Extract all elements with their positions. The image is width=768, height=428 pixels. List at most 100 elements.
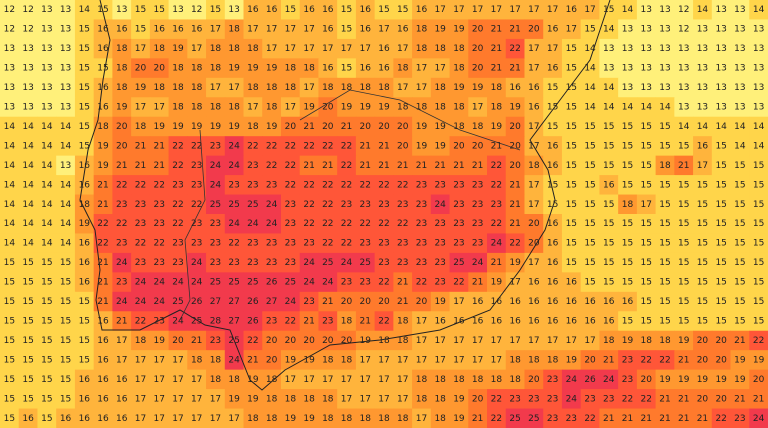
temperature-cell bbox=[636, 19, 657, 40]
temperature-cell bbox=[449, 369, 469, 390]
temperature-value: 16 bbox=[22, 414, 34, 424]
temperature-cell bbox=[318, 136, 338, 157]
temperature-cell bbox=[168, 77, 188, 98]
temperature-cell bbox=[674, 389, 694, 410]
temperature-value: 24 bbox=[228, 141, 240, 151]
temperature-value: 15 bbox=[641, 180, 652, 190]
temperature-value: 17 bbox=[528, 141, 539, 151]
temperature-cell bbox=[468, 272, 488, 293]
temperature-value: 19 bbox=[247, 394, 259, 404]
temperature-cell bbox=[543, 389, 563, 410]
temperature-value: 23 bbox=[266, 317, 277, 327]
temperature-value: 15 bbox=[135, 25, 146, 35]
temperature-cell bbox=[468, 291, 488, 312]
temperature-value: 20 bbox=[172, 336, 184, 346]
temperature-value: 15 bbox=[547, 180, 558, 190]
temperature-value: 24 bbox=[566, 375, 578, 385]
temperature-cell bbox=[561, 330, 582, 351]
temperature-cell bbox=[693, 350, 713, 371]
temperature-cell bbox=[262, 369, 282, 390]
temperature-cell bbox=[93, 175, 113, 196]
temperature-cell bbox=[280, 116, 301, 137]
temperature-cell bbox=[224, 19, 245, 40]
temperature-cell bbox=[449, 291, 469, 312]
temperature-value: 17 bbox=[453, 5, 464, 15]
temperature-value: 22 bbox=[191, 200, 202, 210]
temperature-value: 18 bbox=[453, 64, 465, 74]
temperature-value: 13 bbox=[622, 44, 633, 54]
temperature-value: 20 bbox=[472, 44, 484, 54]
temperature-value: 25 bbox=[285, 278, 296, 288]
temperature-value: 22 bbox=[491, 180, 502, 190]
temperature-cell bbox=[618, 155, 638, 176]
temperature-cell bbox=[412, 389, 432, 410]
temperature-cell bbox=[655, 194, 675, 215]
temperature-cell bbox=[0, 58, 20, 79]
temperature-cell bbox=[655, 38, 675, 59]
temperature-value: 22 bbox=[97, 219, 108, 229]
temperature-value: 21 bbox=[97, 258, 108, 268]
temperature-cell bbox=[18, 175, 38, 196]
temperature-value: 22 bbox=[715, 414, 726, 424]
temperature-value: 13 bbox=[678, 83, 689, 93]
temperature-value: 15 bbox=[341, 25, 352, 35]
temperature-value: 16 bbox=[584, 297, 596, 307]
temperature-value: 23 bbox=[210, 336, 221, 346]
temperature-cell bbox=[337, 38, 357, 59]
temperature-value: 24 bbox=[191, 258, 203, 268]
temperature-value: 14 bbox=[60, 239, 72, 249]
temperature-value: 16 bbox=[528, 317, 540, 327]
temperature-value: 23 bbox=[622, 355, 633, 365]
temperature-value: 17 bbox=[210, 25, 221, 35]
temperature-value: 22 bbox=[322, 219, 333, 229]
temperature-value: 17 bbox=[172, 394, 183, 404]
temperature-cell bbox=[711, 194, 732, 215]
temperature-value: 20 bbox=[135, 64, 147, 74]
temperature-value: 18 bbox=[247, 414, 259, 424]
temperature-value: 13 bbox=[41, 5, 52, 15]
temperature-value: 24 bbox=[116, 258, 128, 268]
temperature-cell bbox=[693, 311, 713, 332]
temperature-cell bbox=[449, 330, 469, 351]
temperature-value: 27 bbox=[266, 297, 277, 307]
temperature-value: 19 bbox=[378, 103, 390, 113]
temperature-cell bbox=[693, 136, 713, 157]
temperature-cell bbox=[299, 136, 319, 157]
temperature-value: 23 bbox=[378, 200, 389, 210]
temperature-cell bbox=[412, 136, 432, 157]
temperature-value: 21 bbox=[697, 414, 708, 424]
temperature-cell bbox=[730, 233, 750, 254]
temperature-value: 16 bbox=[528, 83, 540, 93]
temperature-cell bbox=[393, 408, 413, 428]
temperature-cell bbox=[112, 350, 132, 371]
temperature-value: 22 bbox=[172, 161, 183, 171]
temperature-value: 13 bbox=[715, 5, 726, 15]
temperature-cell bbox=[131, 350, 151, 371]
temperature-cell bbox=[505, 194, 525, 215]
temperature-cell bbox=[543, 194, 563, 215]
temperature-cell bbox=[618, 291, 638, 312]
temperature-value: 15 bbox=[641, 317, 652, 327]
temperature-cell bbox=[674, 311, 694, 332]
temperature-value: 13 bbox=[715, 25, 726, 35]
temperature-value: 22 bbox=[659, 355, 670, 365]
temperature-value: 18 bbox=[378, 336, 390, 346]
temperature-cell bbox=[0, 77, 20, 98]
temperature-value: 17 bbox=[135, 394, 146, 404]
temperature-value: 21 bbox=[360, 141, 371, 151]
temperature-value: 21 bbox=[341, 122, 352, 132]
temperature-cell bbox=[280, 291, 301, 312]
temperature-cell bbox=[468, 175, 488, 196]
temperature-cell bbox=[580, 0, 600, 20]
temperature-cell bbox=[355, 19, 376, 40]
temperature-value: 17 bbox=[528, 258, 539, 268]
temperature-value: 18 bbox=[547, 355, 559, 365]
temperature-value: 18 bbox=[397, 317, 409, 327]
temperature-value: 13 bbox=[60, 103, 71, 113]
temperature-value: 21 bbox=[603, 414, 614, 424]
temperature-value: 18 bbox=[378, 414, 390, 424]
temperature-value: 16 bbox=[566, 297, 578, 307]
temperature-value: 23 bbox=[360, 239, 371, 249]
temperature-cell bbox=[0, 389, 20, 410]
temperature-value: 16 bbox=[116, 25, 128, 35]
